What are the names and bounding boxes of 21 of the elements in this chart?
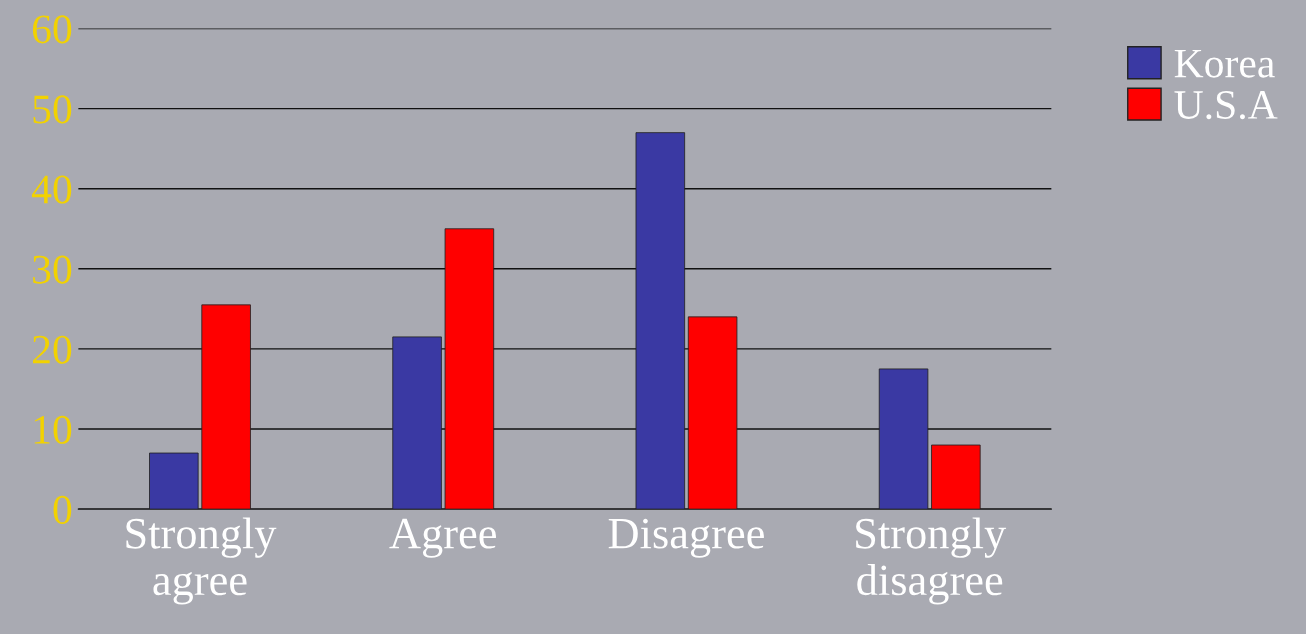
bar (201, 304, 251, 510)
y-tick-label: 30 (33, 255, 72, 284)
bar (931, 444, 981, 510)
bar (878, 368, 929, 510)
bar (392, 336, 442, 510)
y-tick-label: 0 (53, 495, 72, 524)
x-tick-label: Strongly agree (126, 517, 277, 605)
y-tick-label: 20 (32, 335, 72, 364)
y-tick-label: 60 (32, 15, 72, 44)
y-tick-label: 50 (33, 95, 72, 124)
x-tick-label: Agree (389, 518, 496, 558)
x-tick-label: Disagree (608, 518, 764, 558)
legend-label: Korea (1174, 49, 1275, 78)
bar (687, 316, 738, 510)
y-tick-label: 40 (31, 175, 72, 204)
legend-label: U.S.A (1174, 91, 1278, 120)
x-tick-label: Strongly disagree (856, 517, 1007, 605)
y-tick-label: 10 (34, 415, 72, 444)
bar (635, 132, 686, 510)
bar (149, 452, 199, 510)
bar (444, 228, 495, 510)
